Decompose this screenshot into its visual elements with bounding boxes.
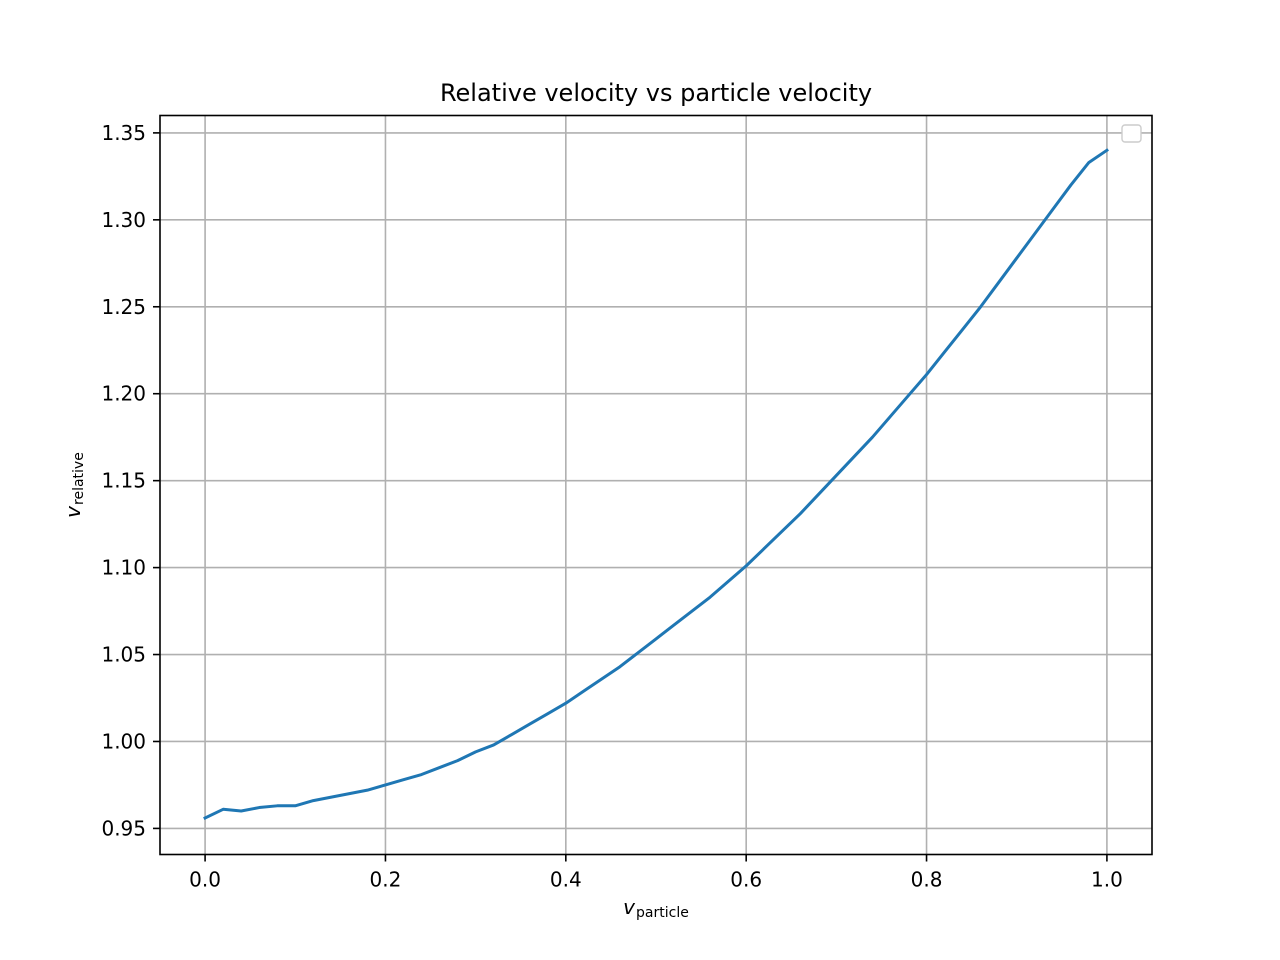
y-tick-label: 1.10 [101, 556, 146, 580]
y-axis-label-subscript: relative [71, 452, 87, 505]
plot-frame [159, 114, 1153, 856]
x-tick-label: 1.0 [1091, 868, 1123, 892]
x-tick-label: 0.6 [730, 868, 762, 892]
x-tick-label: 0.4 [550, 868, 582, 892]
x-axis-label: vparticle [623, 895, 689, 921]
plot-data [203, 148, 1109, 820]
x-tick-label: 0.8 [911, 868, 943, 892]
chart-title: Relative velocity vs particle velocity [440, 79, 872, 107]
y-tick-label: 1.35 [101, 121, 146, 145]
y-axis-label-symbol: v [61, 505, 85, 518]
y-tick-label: 1.25 [101, 295, 146, 319]
series-line [203, 148, 1109, 820]
grid-lines [160, 115, 1152, 855]
y-tick-label: 1.30 [101, 208, 146, 232]
x-axis-label-symbol: v [623, 895, 636, 919]
x-axis-ticks: 0.0 0.2 0.4 0.6 0.8 1.0 [189, 854, 1123, 892]
y-axis-label: vrelative [61, 452, 87, 518]
x-tick-label: 0.0 [189, 868, 221, 892]
y-tick-label: 0.95 [101, 816, 146, 840]
y-tick-label: 1.05 [101, 643, 146, 667]
y-axis-ticks: 0.95 1.00 1.05 1.10 1.15 1.20 1.25 1.30 1.35 [101, 121, 160, 840]
y-tick-label: 1.20 [101, 382, 146, 406]
x-axis-label-subscript: particle [636, 905, 689, 921]
y-tick-label: 1.15 [101, 469, 146, 493]
x-tick-label: 0.2 [370, 868, 402, 892]
y-tick-label: 1.00 [101, 729, 146, 753]
legend-box [1121, 124, 1142, 143]
